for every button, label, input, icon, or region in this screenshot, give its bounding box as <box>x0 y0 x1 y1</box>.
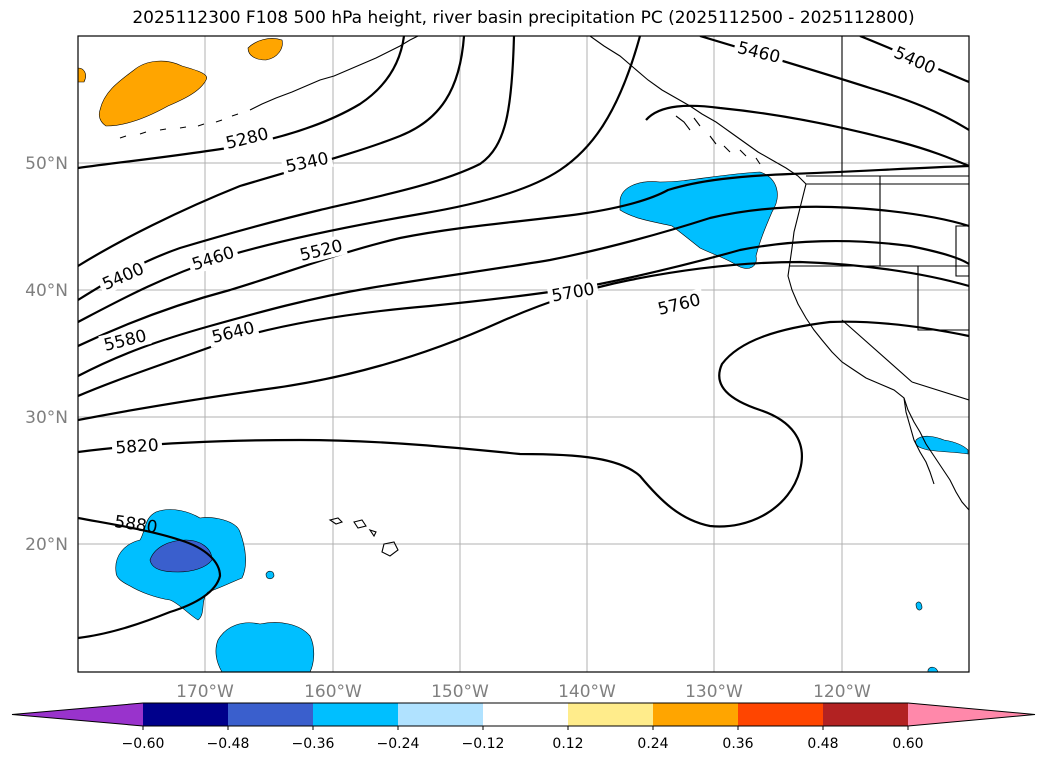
colorbar: −0.60 −0.48 −0.36 −0.24 −0.12 0.12 0.24 0.36 0.4… <box>11 702 1036 752</box>
height-contours <box>78 36 969 640</box>
lon-label: 170°W <box>176 682 234 702</box>
positive-anomaly-area-bering <box>98 60 207 127</box>
positive-anomaly-area-west-edge <box>78 67 86 83</box>
negative-anomaly-area-small-3 <box>927 666 939 672</box>
aleutian-islands <box>119 113 239 139</box>
contour-5280 <box>78 36 406 170</box>
lat-label: 30°N <box>25 408 68 428</box>
panhandle-islands <box>675 115 761 165</box>
plot-frame <box>77 35 970 673</box>
coastlines <box>119 36 969 557</box>
colorbar-segment <box>143 703 228 726</box>
hawaii-islands <box>328 517 399 557</box>
colorbar-segment <box>823 703 908 726</box>
great-lakes-border <box>955 225 969 277</box>
contour-5520-ne <box>645 104 969 168</box>
colorbar-tick-label: −0.12 <box>462 736 505 752</box>
baja-california <box>903 397 935 485</box>
colorbar-segment <box>313 703 398 726</box>
alaska-peninsula-coast <box>249 36 419 111</box>
lon-label: 160°W <box>304 682 362 702</box>
colorbar-tick-label: 0.12 <box>552 736 583 752</box>
contour-5820 <box>78 516 222 640</box>
colorbar-segment <box>483 703 568 726</box>
negative-anomaly-area-small-2 <box>915 601 923 611</box>
lat-label: 40°N <box>25 281 68 301</box>
negative-anomaly-area-small-1 <box>265 570 275 580</box>
negative-anomaly-area-pacific-nw <box>619 171 778 269</box>
lat-label: 20°N <box>25 535 68 555</box>
lon-label: 150°W <box>431 682 489 702</box>
colorbar-extension-high <box>908 703 1035 726</box>
positive-anomaly-area-alaska <box>247 38 283 61</box>
colorbar-tick-label: 0.48 <box>807 736 838 752</box>
map-title: 2025112300 F108 500 hPa height, river ba… <box>132 8 915 28</box>
alaska-panhandle-coast <box>589 36 807 185</box>
precipitation-shading <box>78 38 969 672</box>
negative-anomaly-area-hawaii-south <box>215 622 315 672</box>
colorbar-segment <box>568 703 653 726</box>
colorbar-tick-label: −0.48 <box>207 736 250 752</box>
colorbar-tick-label: −0.36 <box>292 736 335 752</box>
contour-5400 <box>78 36 516 301</box>
colorbar-tick-label: 0.60 <box>892 736 923 752</box>
colorbar-segment <box>228 703 313 726</box>
latitude-labels: 50°N 40°N 30°N 20°N <box>25 154 68 555</box>
contour-5520 <box>78 164 969 347</box>
us-west-coast <box>787 183 969 511</box>
contour-5760 <box>78 320 969 528</box>
colorbar-segment <box>653 703 738 726</box>
colorbar-tick-label: 0.36 <box>722 736 753 752</box>
lon-label: 120°W <box>813 682 871 702</box>
colorbar-segment <box>398 703 483 726</box>
strong-negative-anomaly-area <box>149 539 213 573</box>
colorbar-tick-label: 0.24 <box>637 736 668 752</box>
lon-label: 140°W <box>558 682 616 702</box>
colorbar-extension-low <box>12 703 143 726</box>
state-borders <box>790 175 969 401</box>
colorbar-tick-label: −0.60 <box>122 736 165 752</box>
contour-5460 <box>78 36 642 323</box>
lat-label: 50°N <box>25 154 68 174</box>
colorbar-segment <box>738 703 823 726</box>
negative-anomaly-area-mexico <box>915 435 969 455</box>
contour-label: 5820 <box>115 436 160 459</box>
contour-5580 <box>78 205 969 377</box>
colorbar-tick-label: −0.24 <box>377 736 420 752</box>
lon-label: 130°W <box>685 682 743 702</box>
longitude-labels: 170°W 160°W 150°W 140°W 130°W 120°W <box>176 682 871 702</box>
